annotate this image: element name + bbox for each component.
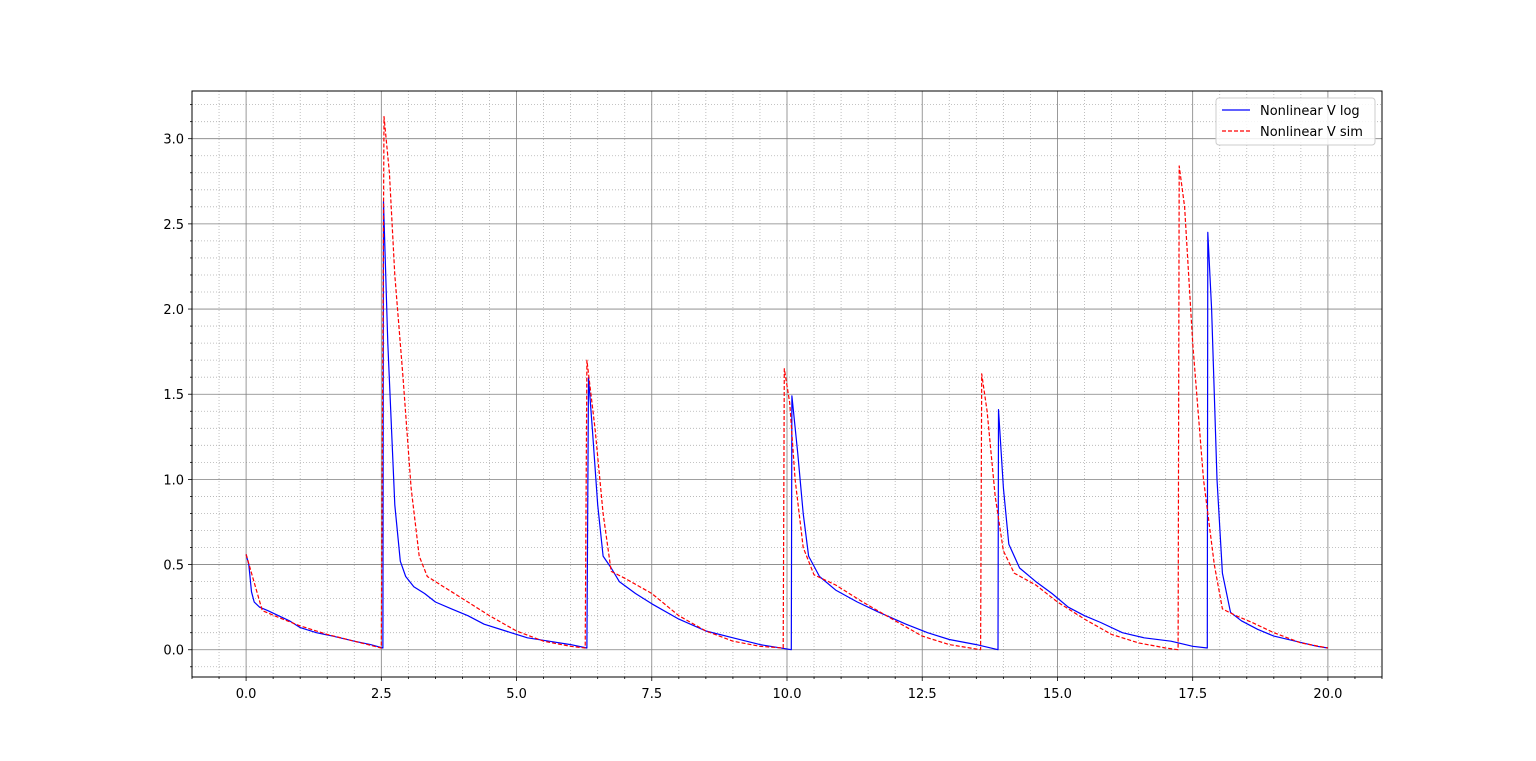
series-line-2 <box>245 116 1329 651</box>
y-axis: 0.0 0.5 1.0 1.5 2.0 2.5 3.0 <box>163 104 192 668</box>
x-tick-label: 2.5 <box>371 687 392 702</box>
plot-area: 0.0 2.5 5.0 7.5 10.0 12.5 15.0 17.5 20.0 0.0 0.5 1… <box>163 90 1383 702</box>
x-tick-label: 20.0 <box>1313 687 1342 702</box>
y-tick-label: 0.0 <box>163 644 184 659</box>
x-tick-label: 7.5 <box>641 687 662 702</box>
series-line-1 <box>245 201 1328 651</box>
y-tick-label: 3.0 <box>163 133 184 148</box>
x-tick-label: 15.0 <box>1043 687 1072 702</box>
y-tick-label: 1.5 <box>163 388 184 403</box>
x-tick-label: 10.0 <box>773 687 802 702</box>
y-tick-label: 1.0 <box>163 473 184 488</box>
legend: Nonlinear V log Nonlinear V sim <box>1215 97 1376 146</box>
x-tick-label: 0.0 <box>236 687 257 702</box>
x-tick-label: 5.0 <box>506 687 527 702</box>
x-axis: 0.0 2.5 5.0 7.5 10.0 12.5 15.0 17.5 20.0 <box>191 677 1383 702</box>
x-tick-label: 17.5 <box>1178 687 1207 702</box>
legend-box <box>1215 97 1376 146</box>
y-tick-label: 0.5 <box>163 559 184 574</box>
y-tick-label: 2.5 <box>163 218 184 233</box>
legend-label: Nonlinear V log <box>1260 104 1360 119</box>
y-tick-label: 2.0 <box>163 303 184 318</box>
legend-label: Nonlinear V sim <box>1260 125 1363 140</box>
x-tick-label: 12.5 <box>908 687 937 702</box>
series-layer <box>245 116 1329 651</box>
